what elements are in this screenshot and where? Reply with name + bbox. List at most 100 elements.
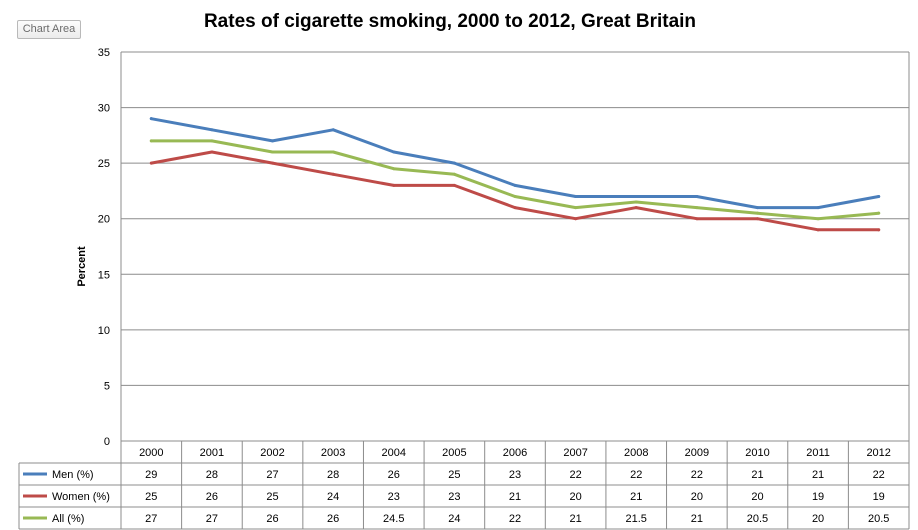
y-tick-label: 10: [98, 325, 110, 337]
data-table-cell: 20: [812, 513, 824, 525]
data-point: [634, 194, 638, 198]
data-point: [331, 150, 335, 154]
data-table-cell: 21: [509, 491, 521, 503]
y-tick-label: 15: [98, 269, 110, 281]
data-table-cell: 26: [327, 513, 339, 525]
data-point: [755, 206, 759, 210]
data-table-cell: 28: [327, 469, 339, 481]
data-point: [574, 217, 578, 221]
data-table-cell: 25: [266, 491, 278, 503]
y-tick-label: 0: [104, 436, 110, 448]
x-tick-label: 2000: [139, 447, 163, 459]
data-table-cell: 26: [206, 491, 218, 503]
data-table-cell: 22: [569, 469, 581, 481]
data-table-cell: 27: [266, 469, 278, 481]
data-point: [755, 217, 759, 221]
x-tick-label: 2004: [382, 447, 406, 459]
data-table-cell: 21: [630, 491, 642, 503]
data-table-cell: 20.5: [868, 513, 889, 525]
data-point: [513, 206, 517, 210]
chart-title: Rates of cigarette smoking, 2000 to 2012…: [203, 11, 697, 32]
data-table-cell: 25: [448, 469, 460, 481]
series-line: [149, 150, 881, 232]
x-tick-label: 2005: [442, 447, 466, 459]
data-table-cell: 23: [448, 491, 460, 503]
chart-area-label: Chart Area: [17, 20, 81, 39]
legend-label: All (%): [52, 513, 84, 525]
data-point: [210, 128, 214, 132]
x-tick-label: 2003: [321, 447, 345, 459]
data-point: [210, 150, 214, 154]
data-point: [816, 206, 820, 210]
data-point: [149, 117, 153, 121]
data-point: [149, 139, 153, 143]
data-point: [392, 150, 396, 154]
y-tick-label: 25: [98, 158, 110, 170]
data-point: [755, 211, 759, 215]
data-table-cell: 26: [266, 513, 278, 525]
data-point: [271, 150, 275, 154]
data-point: [513, 194, 517, 198]
data-table-cell: 22: [691, 469, 703, 481]
data-table-cell: 21: [751, 469, 763, 481]
data-point: [574, 194, 578, 198]
data-point: [392, 167, 396, 171]
x-tick-label: 2001: [200, 447, 224, 459]
x-tick-label: 2008: [624, 447, 648, 459]
data-point: [634, 206, 638, 210]
x-tick-label: 2011: [806, 447, 830, 459]
data-table-cell: 21.5: [626, 513, 647, 525]
data-point: [271, 139, 275, 143]
data-point: [331, 128, 335, 132]
data-point: [271, 161, 275, 165]
data-table-cell: 20: [691, 491, 703, 503]
x-tick-label: 2009: [685, 447, 709, 459]
data-point: [452, 172, 456, 176]
x-tick-label: 2007: [563, 447, 587, 459]
data-table-cell: 20.5: [747, 513, 768, 525]
data-point: [816, 217, 820, 221]
data-point: [695, 217, 699, 221]
data-table-cell: 22: [630, 469, 642, 481]
data-table-cell: 25: [145, 491, 157, 503]
data-point: [331, 172, 335, 176]
data-point: [877, 211, 881, 215]
data-point: [392, 183, 396, 187]
data-point: [574, 206, 578, 210]
data-table-cell: 19: [812, 491, 824, 503]
data-point: [452, 183, 456, 187]
data-table-cell: 24: [327, 491, 339, 503]
data-table-cell: 23: [509, 469, 521, 481]
data-table-cell: 21: [691, 513, 703, 525]
data-point: [149, 161, 153, 165]
y-tick-label: 5: [104, 380, 110, 392]
x-tick-label: 2012: [866, 447, 890, 459]
data-point: [816, 228, 820, 232]
legend-label: Women (%): [52, 491, 110, 503]
y-tick-label: 30: [98, 103, 110, 115]
data-table-cell: 27: [145, 513, 157, 525]
data-table-cell: 27: [206, 513, 218, 525]
data-table-cell: 20: [569, 491, 581, 503]
data-point: [877, 228, 881, 232]
data-table-cell: 22: [509, 513, 521, 525]
y-axis-label: Percent: [76, 246, 88, 287]
data-table-cell: 26: [388, 469, 400, 481]
data-point: [877, 194, 881, 198]
x-tick-label: 2002: [260, 447, 284, 459]
data-table-cell: 24: [448, 513, 460, 525]
x-tick-label: 2006: [503, 447, 527, 459]
data-table-cell: 24.5: [383, 513, 404, 525]
y-tick-label: 20: [98, 214, 110, 226]
data-table-cell: 21: [569, 513, 581, 525]
data-point: [452, 161, 456, 165]
data-table-cell: 21: [812, 469, 824, 481]
data-table-cell: 28: [206, 469, 218, 481]
data-table-cell: 29: [145, 469, 157, 481]
data-point: [210, 139, 214, 143]
data-point: [513, 183, 517, 187]
data-table-cell: 20: [751, 491, 763, 503]
data-table-cell: 23: [388, 491, 400, 503]
